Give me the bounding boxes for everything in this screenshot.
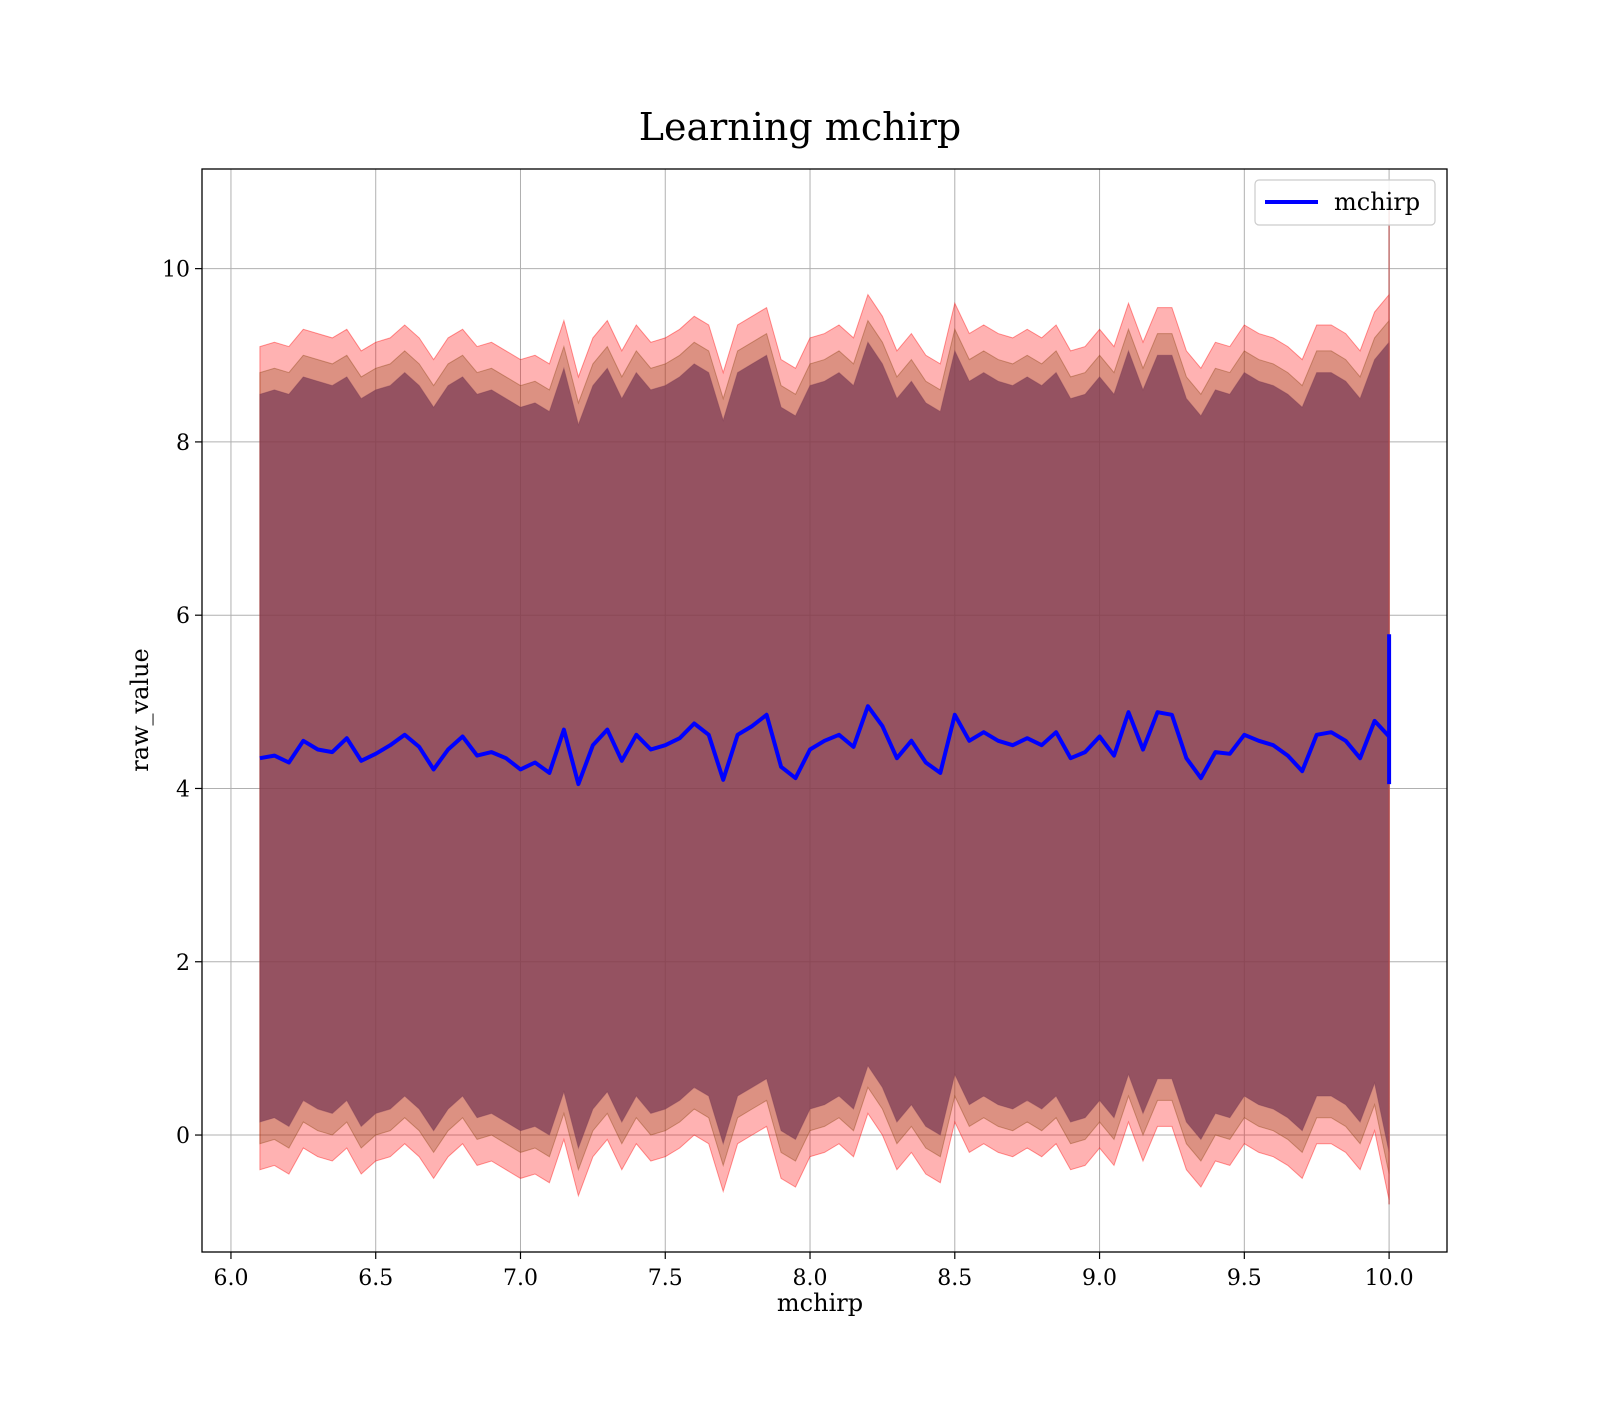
x-tick-label: 6.5 bbox=[358, 1266, 393, 1291]
core-band bbox=[259, 340, 1390, 1153]
x-tick-label: 8.5 bbox=[937, 1266, 972, 1291]
x-tick-label: 10.0 bbox=[1365, 1266, 1414, 1291]
x-tick-label: 6.0 bbox=[213, 1266, 248, 1291]
y-tick-label: 0 bbox=[176, 1124, 190, 1149]
x-tick-label: 9.0 bbox=[1082, 1266, 1117, 1291]
plot-area bbox=[202, 169, 1447, 1252]
y-tick-label: 8 bbox=[176, 431, 190, 456]
x-axis: 6.0 6.5 7.0 7.5 8.0 8.5 9.0 9.5 10.0 bbox=[213, 1252, 1414, 1291]
y-axis-label: raw_value bbox=[126, 648, 154, 772]
y-tick-label: 10 bbox=[162, 258, 190, 283]
series-line-mchirp bbox=[259, 704, 1391, 787]
y-tick-label: 6 bbox=[176, 604, 190, 629]
x-tick-label: 7.0 bbox=[503, 1266, 538, 1291]
bands bbox=[259, 190, 1390, 1205]
y-tick-label: 2 bbox=[176, 951, 190, 976]
y-axis: 0 2 4 6 8 10 bbox=[162, 258, 202, 1149]
x-axis-label: mchirp bbox=[777, 1289, 863, 1317]
chart-title: Learning mchirp bbox=[639, 105, 961, 149]
y-tick-label: 4 bbox=[176, 777, 190, 802]
series-lines bbox=[259, 634, 1392, 787]
legend-box bbox=[1254, 179, 1436, 226]
plot-frame bbox=[201, 168, 1448, 1253]
x-tick-label: 8.0 bbox=[793, 1266, 828, 1291]
legend-entry-mchirp: mchirp bbox=[1334, 188, 1420, 216]
legend: mchirp bbox=[1254, 179, 1436, 226]
x-tick-label: 7.5 bbox=[648, 1266, 683, 1291]
x-tick-label: 9.5 bbox=[1227, 1266, 1262, 1291]
